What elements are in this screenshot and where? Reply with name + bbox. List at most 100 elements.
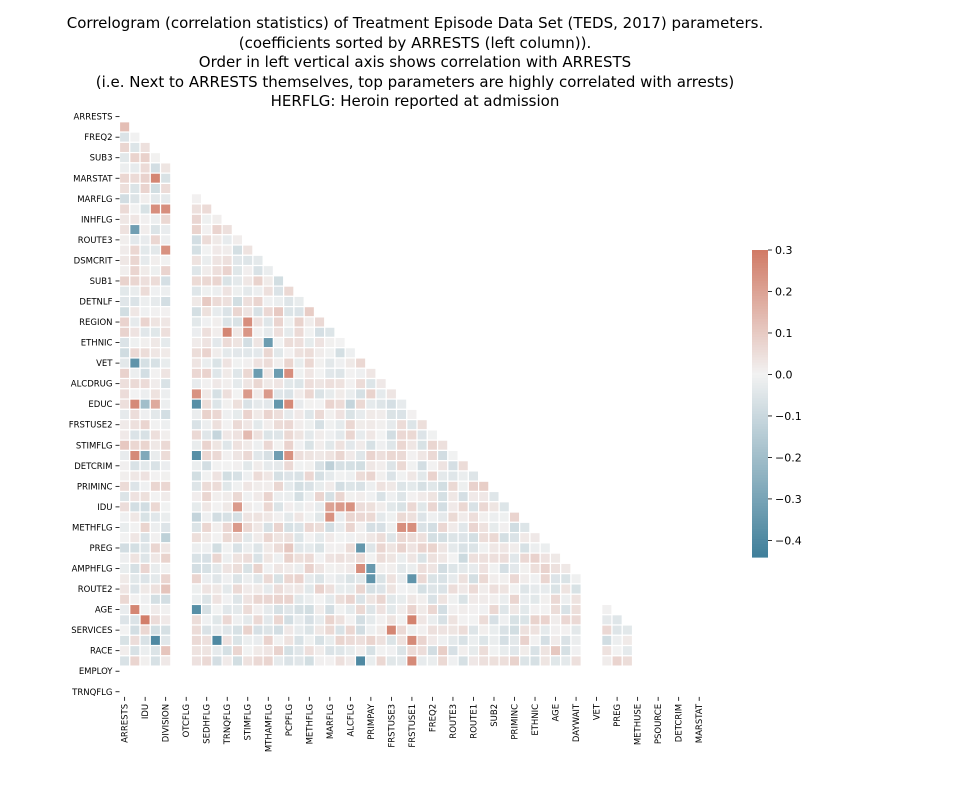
heatmap-cell: [200, 326, 213, 339]
heatmap-cell: [447, 562, 459, 575]
heatmap-cell: [139, 326, 151, 339]
x-tick-label: VET: [593, 703, 603, 720]
colorbar-segment: [752, 457, 768, 461]
heatmap-cell: [262, 531, 275, 544]
heatmap-cell: [457, 521, 469, 534]
heatmap-cell: [529, 655, 541, 667]
heatmap-cell: [231, 593, 244, 606]
heatmap-cell: [231, 521, 244, 534]
heatmap-cell: [539, 552, 552, 564]
heatmap-cell: [457, 624, 469, 636]
heatmap-cell: [406, 552, 418, 564]
heatmap-cell: [426, 593, 439, 606]
y-tick-label: PREG: [90, 544, 113, 554]
heatmap-cell: [549, 624, 562, 636]
heatmap-cell: [508, 583, 521, 595]
heatmap-cell: [365, 552, 377, 564]
heatmap-cell: [447, 460, 459, 472]
heatmap-cell: [283, 501, 295, 513]
heatmap-cell: [334, 552, 346, 564]
heatmap-cell: [508, 542, 521, 554]
heatmap-cell: [262, 480, 275, 493]
heatmap-cell: [416, 470, 428, 482]
heatmap-cell: [508, 634, 521, 647]
heatmap-cell: [283, 398, 295, 410]
heatmap-cell: [149, 614, 162, 626]
heatmap-cell: [416, 449, 428, 462]
heatmap-cell: [354, 470, 367, 482]
heatmap-cell: [211, 480, 223, 493]
heatmap-cell: [129, 542, 141, 554]
heatmap-cell: [313, 460, 326, 472]
heatmap-cell: [334, 449, 346, 462]
heatmap-cell: [293, 573, 305, 585]
heatmap-cell: [139, 655, 151, 667]
x-tick-label: AGE: [552, 704, 562, 722]
colorbar-tick-label: 0.0: [775, 368, 793, 381]
colorbar-segment: [752, 290, 768, 295]
heatmap-cell: [272, 449, 285, 462]
heatmap-cell: [149, 213, 162, 226]
heatmap-cell: [262, 295, 275, 308]
heatmap-cell: [272, 316, 285, 328]
heatmap-cell: [149, 439, 162, 452]
heatmap-cell: [436, 593, 449, 606]
heatmap-cell: [272, 275, 285, 287]
heatmap-cell: [221, 593, 233, 606]
heatmap-cell: [200, 306, 213, 318]
heatmap-cell: [221, 511, 233, 523]
heatmap-cell: [118, 347, 131, 359]
heatmap-cell: [242, 511, 254, 523]
heatmap-cell: [293, 634, 305, 647]
heatmap-cell: [426, 655, 439, 667]
heatmap-cell: [313, 367, 326, 380]
heatmap-cell: [231, 388, 244, 400]
heatmap-cell: [242, 244, 254, 256]
heatmap-cell: [303, 583, 316, 595]
heatmap-cell: [488, 614, 500, 626]
heatmap-cell: [406, 521, 418, 534]
heatmap-cell: [478, 552, 490, 564]
heatmap-cell: [395, 460, 408, 472]
heatmap-cell: [519, 644, 531, 657]
heatmap-cell: [129, 357, 141, 369]
heatmap-cell: [262, 388, 275, 400]
x-tick-label: ROUTE3: [449, 704, 459, 739]
colorbar-segment: [752, 449, 768, 453]
heatmap-cell: [293, 552, 305, 564]
heatmap-cell: [200, 521, 213, 534]
heatmap-cell: [190, 449, 203, 462]
heatmap-cell: [149, 151, 162, 164]
heatmap-cell: [272, 644, 285, 657]
heatmap-cell: [231, 439, 244, 452]
heatmap-cell: [190, 336, 203, 349]
heatmap-cell: [334, 511, 346, 523]
y-tick-label: DSMCRIT: [74, 256, 114, 266]
heatmap-cell: [416, 655, 428, 667]
heatmap-cell: [313, 347, 326, 359]
heatmap-cell: [344, 634, 357, 647]
colorbar-segment: [752, 505, 768, 509]
heatmap-cell: [139, 419, 151, 431]
heatmap-cell: [262, 357, 275, 369]
heatmap-cell: [365, 439, 377, 452]
heatmap-cell: [200, 614, 213, 626]
heatmap-cell: [242, 593, 254, 606]
colorbar-tick-label: −0.1: [775, 410, 802, 423]
heatmap-cell: [242, 347, 254, 359]
heatmap-cell: [262, 593, 275, 606]
heatmap-cell: [129, 490, 141, 503]
heatmap-cell: [139, 347, 151, 359]
heatmap-cell: [242, 490, 254, 503]
heatmap-cell: [159, 203, 172, 215]
heatmap-cell: [560, 573, 572, 585]
heatmap-cell: [190, 234, 203, 246]
heatmap-cell: [211, 439, 223, 452]
colorbar-segment: [752, 490, 768, 494]
heatmap-cell: [129, 644, 141, 657]
heatmap-cell: [262, 501, 275, 513]
heatmap-cell: [395, 531, 408, 544]
heatmap-cell: [303, 603, 316, 616]
heatmap-cell: [129, 655, 141, 667]
heatmap-cell: [272, 388, 285, 400]
